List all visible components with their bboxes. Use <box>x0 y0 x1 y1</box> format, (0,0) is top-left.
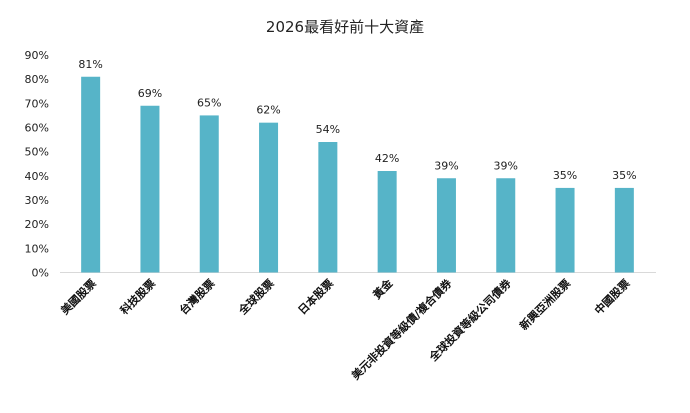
category-label: 新興亞洲股票 <box>517 276 574 333</box>
y-tick-label: 70% <box>25 97 49 110</box>
bar <box>377 171 397 273</box>
category-label: 台灣股票 <box>176 276 217 317</box>
bar <box>555 187 575 273</box>
category-label: 全球股票 <box>235 276 277 318</box>
data-label: 35% <box>612 169 636 182</box>
bar <box>436 178 456 273</box>
bar <box>199 115 219 273</box>
bar <box>614 187 634 273</box>
category-label: 科技股票 <box>117 276 158 317</box>
data-label: 65% <box>197 96 221 109</box>
data-label: 39% <box>494 159 518 172</box>
y-tick-label: 90% <box>25 49 49 62</box>
data-label: 62% <box>256 104 280 117</box>
bar <box>140 105 160 273</box>
bar <box>259 122 279 273</box>
y-tick-label: 60% <box>25 122 49 135</box>
bar <box>318 142 338 273</box>
data-label: 35% <box>553 169 577 182</box>
category-label: 美元非投資等級債/複合債券 <box>348 276 455 383</box>
y-tick-label: 50% <box>25 146 49 159</box>
bar <box>81 76 101 273</box>
chart-title: 2026最看好前十大資產 <box>266 18 424 36</box>
y-tick-label: 40% <box>25 170 49 183</box>
y-tick-label: 0% <box>32 267 49 280</box>
category-label: 黃金 <box>369 276 396 303</box>
data-label: 81% <box>78 58 102 71</box>
data-label: 39% <box>434 159 458 172</box>
y-tick-label: 80% <box>25 73 49 86</box>
category-label: 美國股票 <box>58 276 99 317</box>
data-label: 42% <box>375 152 399 165</box>
category-label: 中國股票 <box>591 276 632 317</box>
category-label: 日本股票 <box>295 276 336 317</box>
y-tick-label: 20% <box>25 218 49 231</box>
y-tick-label: 30% <box>25 194 49 207</box>
y-tick-label: 10% <box>25 242 49 255</box>
data-label: 54% <box>316 123 340 136</box>
data-label: 69% <box>138 87 162 100</box>
bar <box>496 178 516 273</box>
